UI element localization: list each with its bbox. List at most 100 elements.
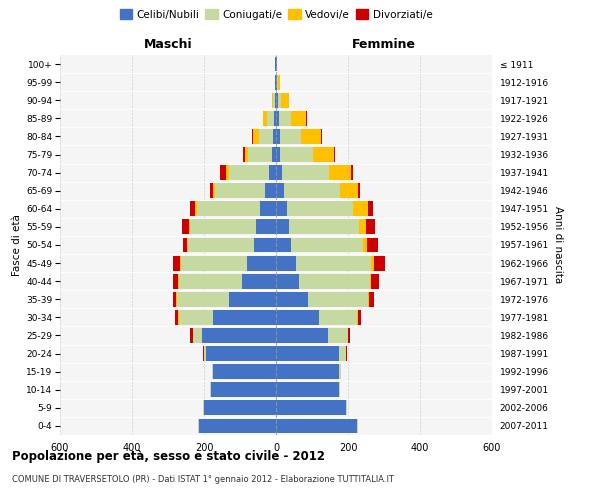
Bar bbox=[275, 93, 276, 108]
Bar bbox=[313, 147, 334, 162]
Bar bbox=[374, 256, 385, 270]
Bar bbox=[275, 56, 276, 72]
Bar bbox=[259, 129, 273, 144]
Bar bbox=[370, 274, 371, 288]
Bar bbox=[274, 111, 276, 126]
Bar bbox=[281, 93, 289, 108]
Bar bbox=[269, 165, 276, 180]
Bar bbox=[283, 165, 329, 180]
Bar bbox=[181, 256, 247, 270]
Bar bbox=[278, 93, 281, 108]
Bar bbox=[321, 129, 322, 144]
Bar bbox=[204, 400, 276, 415]
Bar bbox=[242, 274, 276, 288]
Bar bbox=[276, 111, 279, 126]
Bar bbox=[190, 220, 256, 234]
Bar bbox=[245, 147, 248, 162]
Bar bbox=[276, 292, 308, 306]
Bar bbox=[366, 220, 375, 234]
Bar bbox=[272, 147, 276, 162]
Bar bbox=[273, 129, 276, 144]
Bar bbox=[346, 346, 347, 361]
Bar bbox=[301, 129, 321, 144]
Bar bbox=[204, 346, 206, 361]
Bar bbox=[229, 292, 276, 306]
Bar bbox=[371, 256, 374, 270]
Bar bbox=[206, 346, 276, 361]
Bar bbox=[349, 328, 350, 343]
Bar bbox=[272, 93, 273, 108]
Bar bbox=[252, 129, 253, 144]
Bar bbox=[195, 202, 197, 216]
Bar bbox=[173, 292, 176, 306]
Bar bbox=[278, 74, 280, 90]
Bar bbox=[276, 238, 291, 252]
Bar bbox=[276, 56, 277, 72]
Bar bbox=[276, 364, 339, 379]
Bar bbox=[358, 310, 361, 325]
Bar bbox=[276, 74, 277, 90]
Bar bbox=[179, 274, 242, 288]
Bar bbox=[351, 165, 353, 180]
Bar bbox=[371, 274, 379, 288]
Bar bbox=[173, 274, 178, 288]
Y-axis label: Anni di nascita: Anni di nascita bbox=[553, 206, 563, 284]
Bar bbox=[226, 165, 229, 180]
Bar bbox=[280, 129, 301, 144]
Bar bbox=[215, 184, 265, 198]
Bar bbox=[280, 147, 313, 162]
Bar bbox=[263, 111, 267, 126]
Text: COMUNE DI TRAVERSETOLO (PR) - Dati ISTAT 1° gennaio 2012 - Elaborazione TUTTITAL: COMUNE DI TRAVERSETOLO (PR) - Dati ISTAT… bbox=[12, 475, 394, 484]
Bar bbox=[254, 238, 276, 252]
Text: Popolazione per età, sesso e stato civile - 2012: Popolazione per età, sesso e stato civil… bbox=[12, 450, 325, 463]
Bar bbox=[308, 292, 368, 306]
Bar bbox=[213, 364, 276, 379]
Bar bbox=[284, 184, 340, 198]
Bar bbox=[339, 364, 341, 379]
Bar bbox=[177, 292, 229, 306]
Bar bbox=[299, 274, 370, 288]
Bar bbox=[328, 328, 348, 343]
Bar bbox=[179, 310, 213, 325]
Bar bbox=[276, 346, 339, 361]
Bar bbox=[357, 418, 358, 434]
Bar bbox=[358, 184, 359, 198]
Bar bbox=[203, 400, 204, 415]
Bar bbox=[287, 202, 353, 216]
Bar bbox=[197, 202, 260, 216]
Bar bbox=[279, 111, 292, 126]
Bar bbox=[329, 165, 351, 180]
Bar bbox=[276, 147, 280, 162]
Bar bbox=[276, 310, 319, 325]
Bar bbox=[334, 147, 335, 162]
Bar bbox=[248, 147, 272, 162]
Bar bbox=[276, 400, 346, 415]
Bar bbox=[256, 220, 276, 234]
Bar bbox=[176, 292, 177, 306]
Bar bbox=[296, 256, 371, 270]
Bar bbox=[183, 238, 187, 252]
Bar bbox=[276, 129, 280, 144]
Bar bbox=[363, 238, 367, 252]
Bar bbox=[178, 274, 179, 288]
Bar bbox=[359, 220, 366, 234]
Bar bbox=[213, 184, 215, 198]
Bar bbox=[276, 165, 283, 180]
Y-axis label: Fasce di età: Fasce di età bbox=[12, 214, 22, 276]
Bar bbox=[353, 202, 368, 216]
Bar bbox=[276, 382, 339, 397]
Bar bbox=[253, 129, 259, 144]
Bar bbox=[202, 328, 276, 343]
Bar bbox=[276, 256, 296, 270]
Bar bbox=[247, 256, 276, 270]
Bar bbox=[289, 220, 359, 234]
Bar bbox=[190, 328, 193, 343]
Bar bbox=[276, 328, 328, 343]
Bar bbox=[357, 310, 358, 325]
Bar bbox=[306, 111, 307, 126]
Bar bbox=[211, 382, 276, 397]
Bar bbox=[182, 220, 188, 234]
Bar bbox=[369, 292, 374, 306]
Bar bbox=[243, 147, 245, 162]
Bar bbox=[229, 165, 269, 180]
